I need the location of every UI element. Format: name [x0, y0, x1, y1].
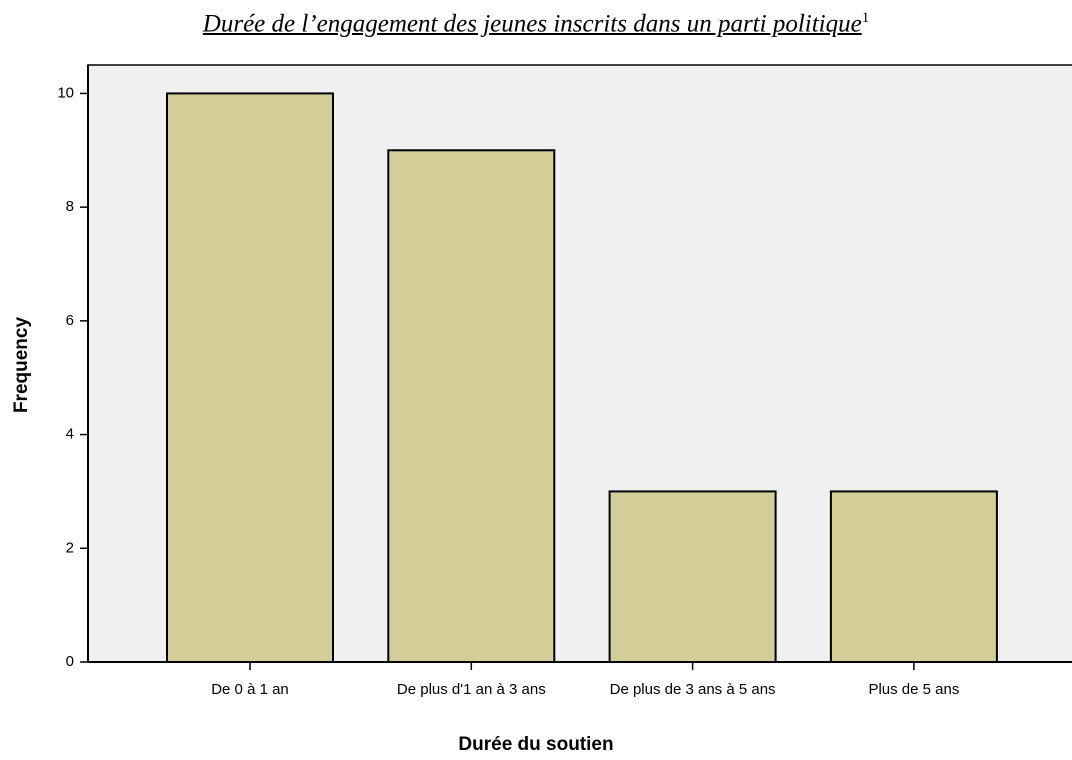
x-axis-label: Durée du soutien	[458, 734, 613, 755]
bar	[829, 490, 998, 663]
x-tick-label: Plus de 5 ans	[868, 681, 960, 698]
y-tick-label: 2	[66, 539, 74, 556]
bar	[166, 92, 334, 663]
y-tick-label: 4	[66, 426, 74, 443]
chart-title: Durée de l’engagement des jeunes inscrit…	[202, 10, 862, 38]
y-tick-label: 6	[66, 312, 74, 329]
title-footnote: 1	[861, 10, 870, 26]
x-tick-label: De plus de 3 ans à 5 ans	[609, 681, 776, 698]
y-tick-label: 10	[57, 84, 74, 101]
y-tick-label: 0	[66, 653, 74, 670]
y-axis-label: Frequency	[11, 317, 32, 414]
x-tick-label: De plus d'1 an à 3 ans	[396, 681, 546, 698]
y-tick-label: 8	[66, 198, 74, 215]
x-tick-label: De 0 à 1 an	[211, 681, 289, 698]
bar	[387, 149, 556, 664]
bar	[608, 490, 777, 663]
title-block: Durée de l’engagement des jeunes inscrit…	[0, 10, 1072, 38]
